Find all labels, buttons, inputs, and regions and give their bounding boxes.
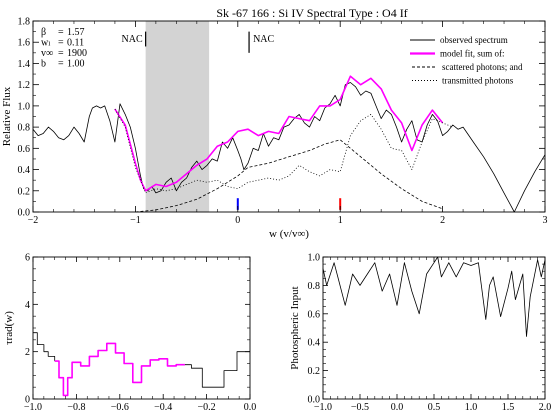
main-ytick-label: 1.0 [18,101,31,112]
main-xtick-label: 0 [235,215,240,226]
tau-xtick-label: −0.8 [67,402,85,413]
main-ytick-label: 1.6 [18,38,31,49]
legend-label-2: scattered photons; and [442,62,523,72]
optical-depth-panel: −1.0−0.8−0.6−0.4−0.20.00246w (v/v∞)τrad(… [3,253,256,416]
param-label-1: wₗ [41,38,51,49]
tau-xtick-label: 0.0 [244,402,257,413]
main-xtick-label: −1 [130,215,141,226]
param-label-2: v∞ [41,48,53,59]
tau-ytick-label: 2 [25,347,30,358]
tau-y-axis-label: τrad(w) [3,311,15,345]
main-xtick-label: −2 [28,215,39,226]
main-ytick-label: 0.0 [18,208,31,219]
photo-ytick-label: 1.0 [308,253,321,264]
photo-xtick-label: −0.5 [351,402,369,413]
tau-ytick-label: 4 [25,300,30,311]
main-x-axis-label: w (v/v∞) [269,228,309,240]
tau-series-1-line [54,342,185,397]
param-value-3: 1.00 [67,59,85,70]
photo-xtick-label: 0.5 [428,402,441,413]
main-xtick-label: 2 [440,215,445,226]
param-equals-1: = [58,38,64,49]
photo-xtick-label: 1.0 [465,402,478,413]
photo-ytick-label: 0.4 [308,338,321,349]
legend-label-3: transmitted photons [442,76,514,86]
param-label-3: b [41,59,46,70]
main-series-3-line [114,108,453,194]
legend-label-0: observed spectrum [440,35,508,45]
tau-xtick-label: −0.4 [154,402,172,413]
nac-label-0: NAC [122,34,143,45]
main-series-0-line [32,82,546,213]
main-xtick-label: 3 [543,215,548,226]
photo-ytick-label: 0.6 [308,309,321,320]
main-ytick-label: 1.8 [18,17,31,28]
param-equals-2: = [58,48,64,59]
photo-ytick-label: 0.2 [308,366,321,377]
photo-xtick-label: 1.5 [502,402,515,413]
main-spectrum-panel: NAC NAC −2 −1 0 1 2 3 0.0 0.2 0.4 0.6 0.8 1.0 1.2 1.4 1.… [1,17,548,241]
main-shaded-region [145,21,210,212]
photo-y-axis-label: Photospheric Input [289,286,301,369]
tau-ytick-label: 0 [25,395,30,406]
photo-series-0-line [322,256,546,337]
tau-xtick-label: −0.2 [198,402,216,413]
photo-frame [322,256,546,400]
param-equals-0: = [58,27,64,38]
main-series-1-line [114,75,444,192]
photo-xtick-label: 2.0 [539,402,552,413]
tau-xtick-label: −1.0 [24,402,42,413]
main-series-2-line [135,139,443,213]
main-ytick-label: 0.6 [18,144,31,155]
param-value-2: 1900 [67,48,87,59]
photospheric-input-panel: −1.0 −0.5 0.0 0.5 1.0 1.5 2.0 0.0 0.2 0.4 0.6 0.8 1.… [289,253,551,416]
main-xtick-label: 1 [338,215,343,226]
param-value-1: 0.11 [67,38,84,49]
main-ytick-label: 0.2 [18,186,31,197]
main-ytick-label: 1.4 [18,59,31,70]
tau-xtick-label: −0.6 [111,402,129,413]
nac-label-1: NAC [253,34,274,45]
tau-ytick-label: 6 [25,253,30,264]
param-value-0: 1.57 [67,27,85,38]
param-equals-3: = [58,59,64,70]
tau-series-2-line [184,351,250,388]
photo-xtick-label: −1.0 [314,402,332,413]
main-y-axis-label: Relative Flux [1,86,13,146]
main-title: Sk -67 166 : Si IV Spectral Type : O4 If [216,6,407,20]
main-ytick-label: 1.2 [18,80,31,91]
photo-ytick-label: 0.0 [308,395,321,406]
main-ytick-label: 0.8 [18,123,31,134]
photo-ytick-label: 0.8 [308,281,321,292]
main-ytick-label: 0.4 [18,165,31,176]
legend-label-1: model fit, sum of: [440,49,505,59]
param-label-0: β [41,27,46,38]
photo-xtick-label: 0.0 [391,402,404,413]
tau-series-0-line [33,332,56,362]
